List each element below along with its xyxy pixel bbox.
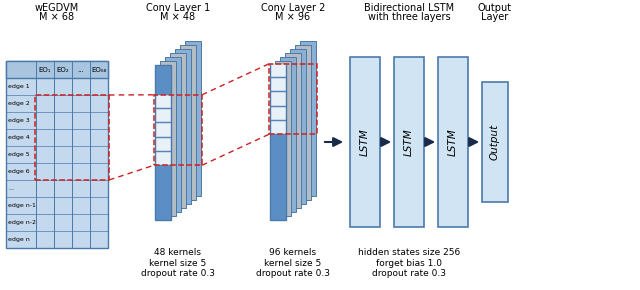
Text: Conv Layer 1: Conv Layer 1 bbox=[146, 3, 210, 13]
Bar bbox=[180, 44, 196, 200]
Text: edge 4: edge 4 bbox=[8, 135, 29, 140]
Text: Output: Output bbox=[490, 124, 500, 160]
Text: hidden states size 256
forget bias 1.0
dropout rate 0.3: hidden states size 256 forget bias 1.0 d… bbox=[358, 248, 460, 278]
Bar bbox=[271, 106, 285, 120]
Bar bbox=[156, 109, 170, 122]
Bar bbox=[175, 48, 191, 204]
Text: LSTM: LSTM bbox=[404, 128, 414, 156]
Bar bbox=[156, 124, 170, 137]
Bar bbox=[290, 48, 306, 204]
Text: ...: ... bbox=[77, 66, 84, 72]
Bar bbox=[271, 64, 285, 77]
Bar bbox=[271, 121, 285, 134]
Text: edge n-2: edge n-2 bbox=[8, 220, 36, 225]
Bar bbox=[394, 57, 424, 227]
Text: M × 96: M × 96 bbox=[275, 12, 310, 22]
Text: Conv Layer 2: Conv Layer 2 bbox=[261, 3, 325, 13]
Bar bbox=[300, 41, 316, 195]
Text: Layer: Layer bbox=[481, 12, 509, 22]
Bar bbox=[482, 82, 508, 202]
Bar bbox=[285, 52, 301, 208]
Bar bbox=[154, 95, 202, 165]
Text: edge n: edge n bbox=[8, 237, 29, 242]
Bar bbox=[155, 64, 171, 220]
Bar bbox=[165, 57, 181, 211]
Text: Bidirectional LSTM: Bidirectional LSTM bbox=[364, 3, 454, 13]
Text: M × 68: M × 68 bbox=[40, 12, 75, 22]
Bar bbox=[275, 61, 291, 215]
Text: edge 6: edge 6 bbox=[8, 169, 29, 174]
Bar bbox=[156, 137, 170, 151]
Bar bbox=[438, 57, 468, 227]
Bar bbox=[156, 152, 170, 165]
Bar bbox=[6, 61, 108, 248]
Text: EO₁: EO₁ bbox=[39, 66, 51, 72]
Text: EO₂: EO₂ bbox=[57, 66, 69, 72]
Bar bbox=[156, 95, 170, 108]
Text: LSTM: LSTM bbox=[448, 128, 458, 156]
Text: Output: Output bbox=[478, 3, 512, 13]
Text: EO₆₈: EO₆₈ bbox=[92, 66, 107, 72]
Text: LSTM: LSTM bbox=[360, 128, 370, 156]
Bar bbox=[295, 44, 311, 200]
Text: edge 2: edge 2 bbox=[8, 101, 29, 106]
Bar bbox=[185, 41, 201, 195]
Text: 96 kernels
kernel size 5
dropout rate 0.3: 96 kernels kernel size 5 dropout rate 0.… bbox=[256, 248, 330, 278]
Text: M × 48: M × 48 bbox=[161, 12, 196, 22]
Bar bbox=[269, 64, 317, 134]
Bar bbox=[271, 93, 285, 106]
Text: edge n-1: edge n-1 bbox=[8, 203, 36, 208]
Text: 48 kernels
kernel size 5
dropout rate 0.3: 48 kernels kernel size 5 dropout rate 0.… bbox=[141, 248, 215, 278]
Bar bbox=[350, 57, 380, 227]
Bar bbox=[6, 61, 108, 78]
Text: wEGDVM: wEGDVM bbox=[35, 3, 79, 13]
Bar bbox=[160, 61, 176, 215]
Bar bbox=[280, 57, 296, 211]
Text: with three layers: with three layers bbox=[368, 12, 451, 22]
Bar bbox=[35, 95, 109, 180]
Text: edge 5: edge 5 bbox=[8, 152, 29, 157]
Text: edge 1: edge 1 bbox=[8, 84, 29, 89]
Text: edge 3: edge 3 bbox=[8, 118, 29, 123]
Bar bbox=[271, 78, 285, 91]
Bar bbox=[170, 52, 186, 208]
Bar bbox=[270, 64, 286, 220]
Text: ...: ... bbox=[8, 186, 14, 191]
